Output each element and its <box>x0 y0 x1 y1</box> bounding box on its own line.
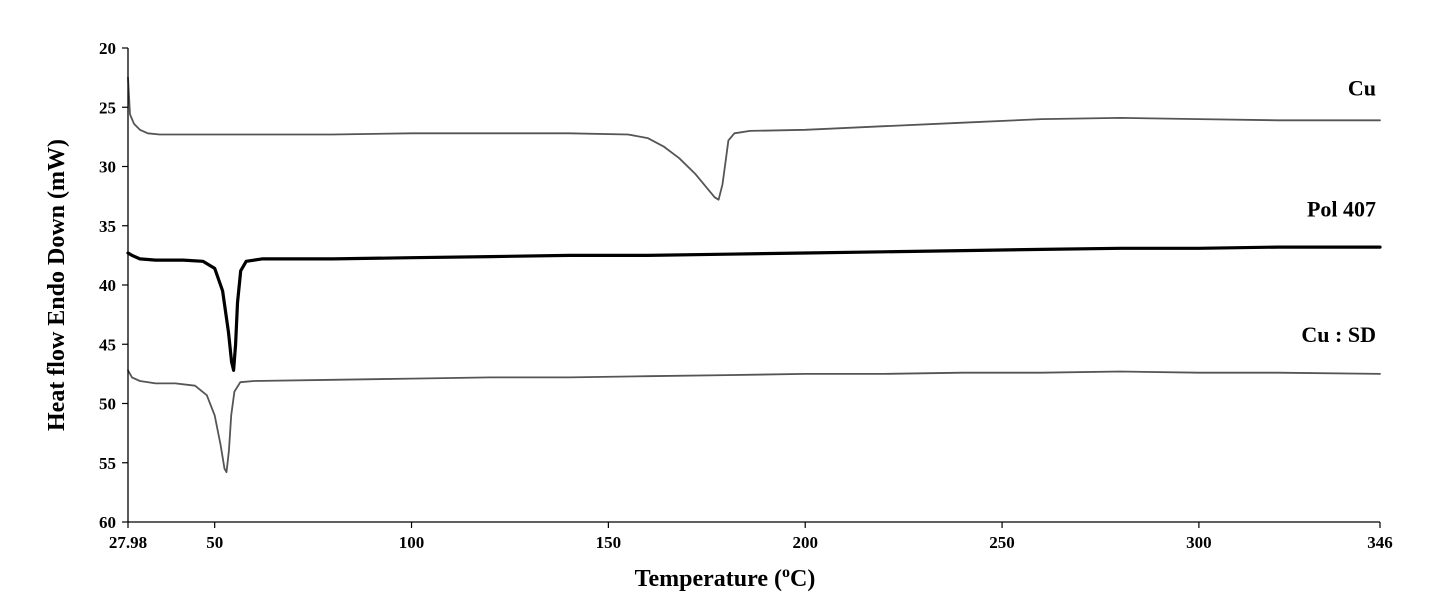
y-axis-ticks: 20 25 30 35 40 45 50 55 60 <box>99 39 128 532</box>
series-label-1: Pol 407 <box>1307 196 1376 221</box>
series-line-1 <box>126 245 1382 372</box>
y-tick-label: 45 <box>99 335 116 354</box>
y-tick-label: 60 <box>99 513 116 532</box>
series-labels: Cu Pol 407 Cu : SD <box>1301 75 1376 346</box>
series-label-2: Cu : SD <box>1301 322 1376 347</box>
x-tick-label: 250 <box>989 533 1015 552</box>
x-tick-label: 150 <box>596 533 622 552</box>
x-tick-label: 27.98 <box>109 533 147 552</box>
y-tick-label: 25 <box>99 98 116 117</box>
y-tick-label: 30 <box>99 158 116 177</box>
y-tick-label: 20 <box>99 39 116 58</box>
y-tick-label: 40 <box>99 276 116 295</box>
x-tick-label: 100 <box>399 533 425 552</box>
series-label-0: Cu <box>1348 75 1376 100</box>
x-tick-label: 346 <box>1367 533 1393 552</box>
y-tick-label: 55 <box>99 454 116 473</box>
series-layer <box>126 76 1382 474</box>
series-line-2 <box>127 369 1381 474</box>
x-axis-title: Temperature (oC) <box>635 564 816 592</box>
x-tick-label: 50 <box>206 533 223 552</box>
x-axis-ticks: 27.98 50 100 150 200 250 300 346 <box>109 522 1393 552</box>
y-tick-label: 50 <box>99 395 116 414</box>
x-tick-label: 200 <box>792 533 818 552</box>
x-tick-label: 300 <box>1186 533 1212 552</box>
y-tick-label: 35 <box>99 217 116 236</box>
series-line-0 <box>127 76 1381 201</box>
y-axis-title: Heat flow Endo Down (mW) <box>44 139 70 431</box>
